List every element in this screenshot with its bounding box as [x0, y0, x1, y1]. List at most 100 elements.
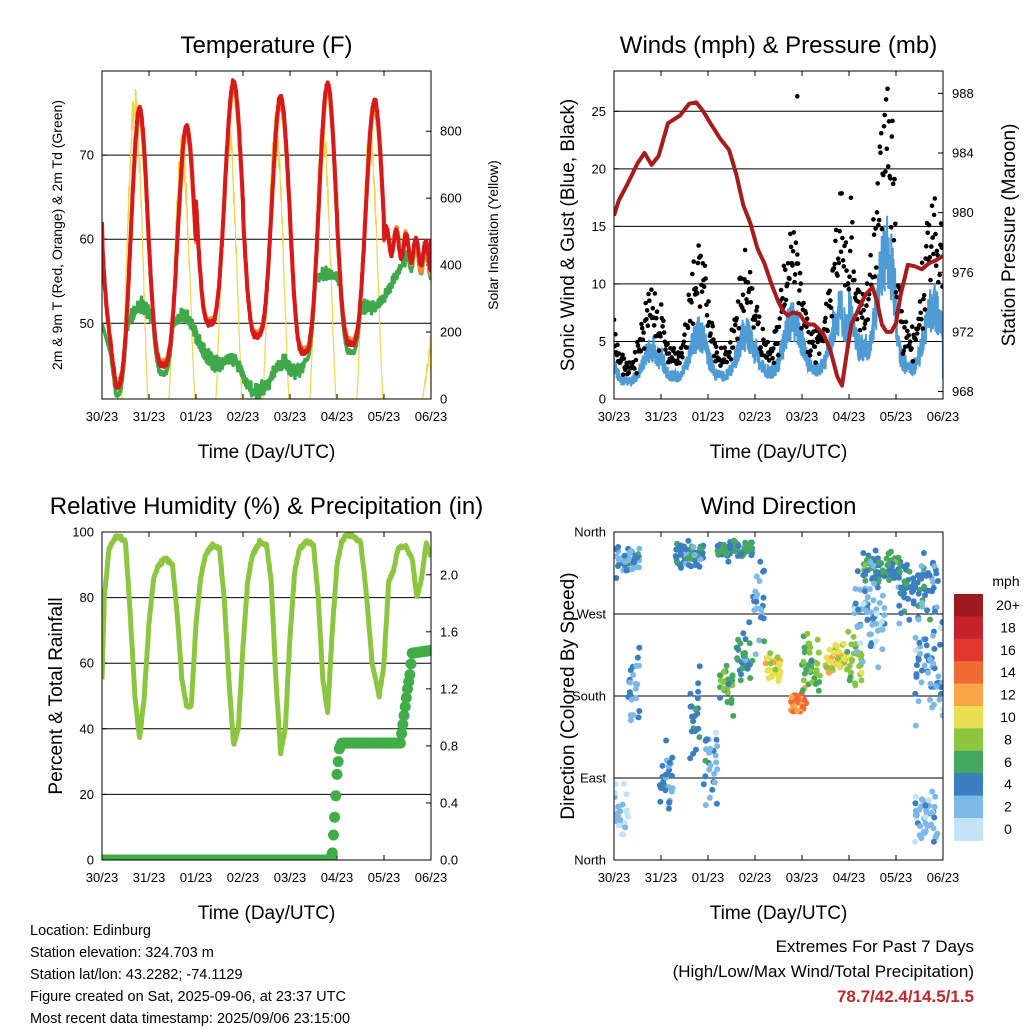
direction-point — [813, 680, 820, 687]
direction-point — [614, 781, 619, 788]
y-tick-label: 5 — [599, 334, 606, 349]
direction-point — [723, 662, 730, 669]
y-tick-label: 20 — [592, 161, 606, 176]
gust-point — [661, 330, 667, 335]
direction-point — [621, 552, 628, 559]
y2-tick-label: 968 — [952, 384, 974, 399]
gust-point — [699, 289, 705, 295]
plot-frame — [613, 531, 944, 861]
y-tick-label: North — [574, 853, 606, 868]
direction-point — [626, 679, 633, 686]
direction-point — [795, 695, 802, 702]
colorbar-swatch — [954, 638, 983, 662]
direction-point — [879, 646, 886, 653]
gust-point — [857, 327, 863, 333]
direction-point — [912, 722, 919, 729]
direction-point — [801, 644, 808, 651]
direction-point — [922, 592, 928, 599]
gust-point — [877, 144, 883, 149]
direction-point — [636, 708, 643, 714]
colorbar-swatch — [954, 616, 983, 640]
gust-point — [733, 322, 738, 328]
gust-point — [850, 220, 855, 225]
gust-point — [933, 231, 938, 237]
direction-point — [932, 608, 938, 615]
direction-point — [636, 644, 643, 651]
gust-point — [706, 299, 711, 304]
direction-point — [615, 544, 622, 550]
gust-point — [835, 273, 840, 278]
x-tick-label: 05/23 — [880, 409, 913, 424]
gust-point — [771, 360, 777, 366]
colorbar-unit: mph — [992, 573, 1019, 589]
x-tick-label: 30/23 — [86, 409, 119, 424]
gust-point — [936, 279, 941, 285]
gust-point — [694, 291, 700, 296]
gust-point — [799, 325, 804, 331]
direction-point — [901, 590, 907, 597]
gust-point — [848, 195, 854, 201]
gust-point — [751, 325, 756, 330]
direction-point — [669, 785, 676, 792]
x-tick-label: 05/23 — [368, 870, 401, 885]
direction-point — [617, 817, 624, 824]
y2-tick-label: 0 — [440, 392, 447, 407]
gust-point — [852, 277, 857, 283]
direction-point — [923, 642, 930, 649]
direction-point — [757, 558, 764, 565]
gust-point — [661, 318, 666, 324]
gust-point — [702, 263, 708, 269]
gust-point — [635, 339, 640, 345]
gust-point — [928, 277, 933, 283]
direction-point — [772, 666, 779, 673]
direction-point — [858, 677, 865, 684]
direction-point — [748, 552, 755, 559]
y-tick-label: 0 — [87, 853, 94, 868]
gust-point — [663, 347, 668, 352]
gust-point — [909, 346, 914, 351]
direction-point — [932, 793, 939, 800]
gust-point — [634, 370, 639, 376]
direction-point — [620, 780, 627, 787]
gust-point — [785, 281, 790, 287]
direction-point — [866, 586, 873, 593]
gust-point — [680, 354, 685, 360]
direction-point — [712, 752, 719, 759]
gust-point — [831, 265, 837, 271]
y2-tick-label: 600 — [440, 191, 462, 206]
rain-point — [332, 756, 344, 768]
direction-point — [913, 673, 920, 680]
direction-point — [635, 714, 642, 721]
gust-point — [785, 261, 791, 266]
direction-point — [836, 662, 843, 669]
colorbar-label: 6 — [1004, 754, 1012, 770]
direction-point — [687, 690, 694, 697]
direction-point — [895, 574, 902, 581]
direction-point — [925, 669, 931, 676]
direction-point — [844, 666, 851, 673]
gust-point — [635, 343, 641, 348]
colorbar-swatch — [954, 728, 983, 752]
x-tick-label: 03/23 — [786, 870, 819, 885]
gust-point — [753, 313, 758, 319]
gust-point — [851, 269, 856, 275]
direction-point — [761, 638, 768, 645]
gust-point — [620, 352, 625, 358]
gust-point — [801, 300, 806, 306]
direction-point — [912, 800, 919, 807]
gust-point — [876, 217, 882, 223]
chart-title: Temperature (F) — [180, 32, 352, 59]
gust-point — [645, 323, 651, 329]
gust-point — [921, 292, 927, 298]
direction-point — [662, 787, 669, 794]
direction-point — [722, 550, 729, 557]
gust-point — [921, 296, 926, 302]
gust-point — [839, 191, 844, 196]
direction-point — [862, 562, 869, 568]
direction-point — [767, 660, 774, 667]
gust-point — [728, 340, 733, 345]
direction-point — [714, 766, 721, 773]
direction-point — [768, 673, 775, 680]
gust-point — [920, 326, 926, 331]
direction-point — [720, 668, 727, 675]
